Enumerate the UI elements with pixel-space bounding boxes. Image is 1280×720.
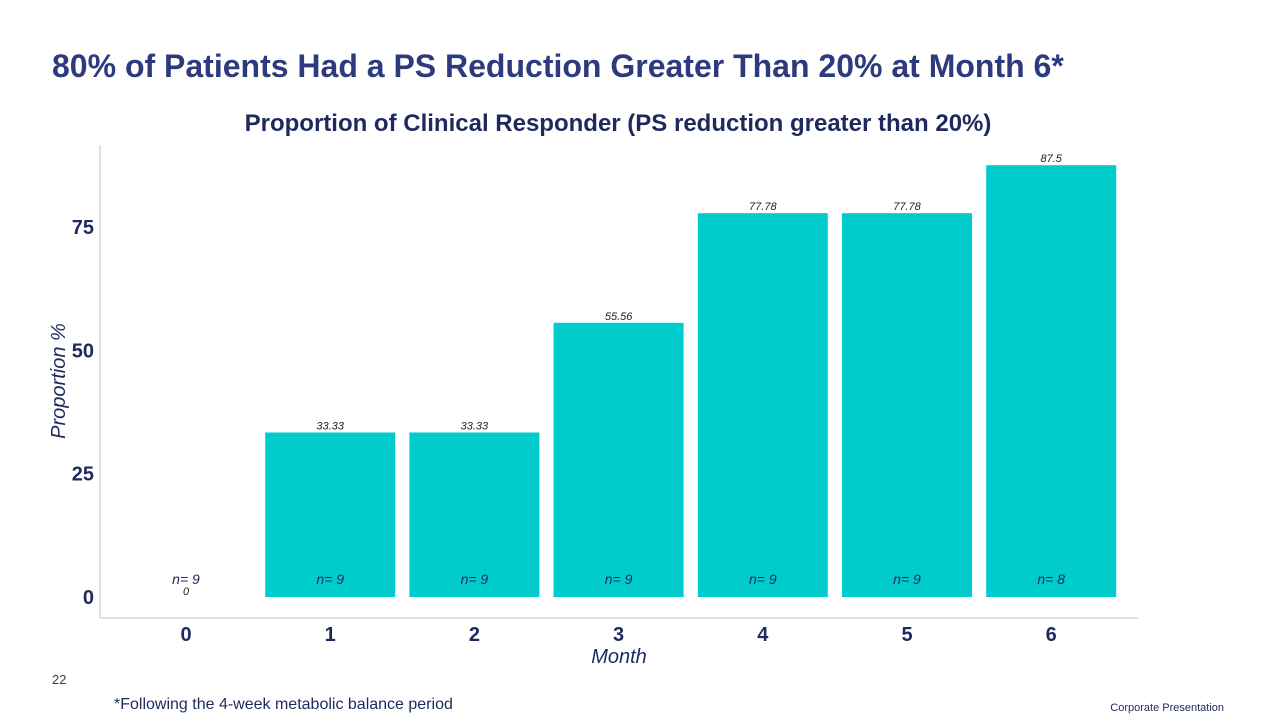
n-label: n= 9 xyxy=(461,571,489,587)
x-tick-label: 2 xyxy=(469,624,480,646)
footnote: *Following the 4-week metabolic balance … xyxy=(114,696,453,713)
bar-month-5 xyxy=(842,213,972,597)
bar-month-4 xyxy=(697,213,828,597)
x-tick-label: 3 xyxy=(613,624,624,646)
slide-title: 80% of Patients Had a PS Reduction Great… xyxy=(52,48,1064,84)
n-label: n= 9 xyxy=(749,571,777,587)
value-label: 77.78 xyxy=(749,201,777,213)
y-tick-label: 25 xyxy=(72,464,94,486)
bar-month-3 xyxy=(553,322,684,597)
x-tick-label: 4 xyxy=(757,624,769,646)
value-label: 87.5 xyxy=(1040,153,1062,165)
bar-month-1 xyxy=(265,432,396,597)
x-tick-label: 0 xyxy=(180,624,191,646)
footer-label: Corporate Presentation xyxy=(1110,702,1224,714)
bar-month-6 xyxy=(986,165,1117,597)
x-axis-label: Month xyxy=(591,646,647,668)
n-label: n= 9 xyxy=(316,571,344,587)
n-label: n= 9 xyxy=(172,571,200,587)
x-tick-label: 1 xyxy=(325,624,336,646)
value-label: 33.33 xyxy=(461,421,489,433)
page-number: 22 xyxy=(52,672,67,687)
n-label: n= 8 xyxy=(1037,571,1065,587)
y-tick-label: 50 xyxy=(72,340,94,362)
y-tick-label: 75 xyxy=(72,217,94,239)
bar-month-2 xyxy=(409,432,540,597)
value-label: 77.78 xyxy=(893,201,921,213)
y-axis-label: Proportion % xyxy=(48,323,70,439)
n-label: n= 9 xyxy=(605,571,633,587)
value-label: 33.33 xyxy=(316,421,344,433)
value-label: 0 xyxy=(183,586,190,598)
y-tick-label: 0 xyxy=(83,587,94,609)
n-label: n= 9 xyxy=(893,571,921,587)
x-tick-label: 5 xyxy=(901,624,912,646)
chart-title: Proportion of Clinical Responder (PS red… xyxy=(244,110,992,137)
value-label: 55.56 xyxy=(605,311,633,323)
x-tick-label: 6 xyxy=(1046,624,1057,646)
